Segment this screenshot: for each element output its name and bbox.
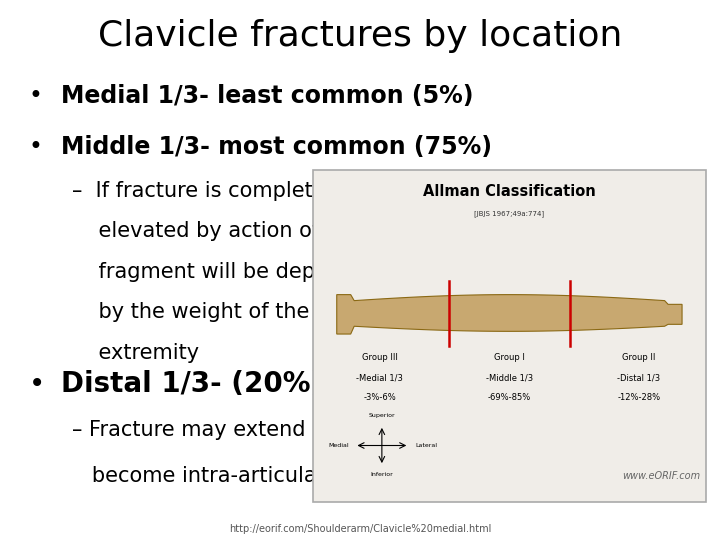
Text: Medial: Medial [328, 443, 348, 448]
Text: -12%-28%: -12%-28% [617, 394, 660, 402]
Polygon shape [337, 295, 682, 334]
Text: -69%-85%: -69%-85% [487, 394, 531, 402]
Text: Lateral: Lateral [415, 443, 437, 448]
Text: •: • [29, 370, 45, 398]
Text: -Middle 1/3: -Middle 1/3 [486, 374, 533, 382]
Text: www.eORIF.com: www.eORIF.com [621, 470, 700, 481]
Text: become intra-articular: become intra-articular [72, 466, 325, 486]
Text: Clavicle fractures by location: Clavicle fractures by location [98, 19, 622, 53]
Text: extremity: extremity [72, 343, 199, 363]
Text: Superior: Superior [369, 414, 395, 418]
Text: elevated by action of SCM and lateral: elevated by action of SCM and lateral [72, 221, 491, 241]
Text: Distal 1/3- (20%): Distal 1/3- (20%) [61, 370, 323, 398]
Text: Group II: Group II [622, 353, 656, 362]
Bar [313, 170, 706, 502]
Text: Allman Classification: Allman Classification [423, 184, 595, 199]
Text: Medial 1/3- least common (5%): Medial 1/3- least common (5%) [61, 84, 474, 107]
Text: -Medial 1/3: -Medial 1/3 [356, 374, 403, 382]
Text: Middle 1/3- most common (75%): Middle 1/3- most common (75%) [61, 135, 492, 159]
Text: •: • [29, 135, 42, 159]
Text: by the weight of the upper: by the weight of the upper [72, 302, 377, 322]
Text: fragment will be depressed: fragment will be depressed [72, 262, 384, 282]
Text: [JBJS 1967;49a:774]: [JBJS 1967;49a:774] [474, 211, 544, 217]
Text: http://eorif.com/Shoulderarm/Clavicle%20medial.html: http://eorif.com/Shoulderarm/Clavicle%20… [229, 523, 491, 534]
Text: –  If fracture is complete, medial fragment will be: – If fracture is complete, medial fragme… [72, 181, 587, 201]
Text: Group III: Group III [362, 353, 398, 362]
Text: -Distal 1/3: -Distal 1/3 [617, 374, 660, 382]
Text: Inferior: Inferior [371, 472, 393, 477]
Text: -3%-6%: -3%-6% [364, 394, 396, 402]
Text: – Fracture may extend and: – Fracture may extend and [72, 420, 351, 440]
Text: •: • [29, 84, 42, 107]
Text: Group I: Group I [494, 353, 525, 362]
